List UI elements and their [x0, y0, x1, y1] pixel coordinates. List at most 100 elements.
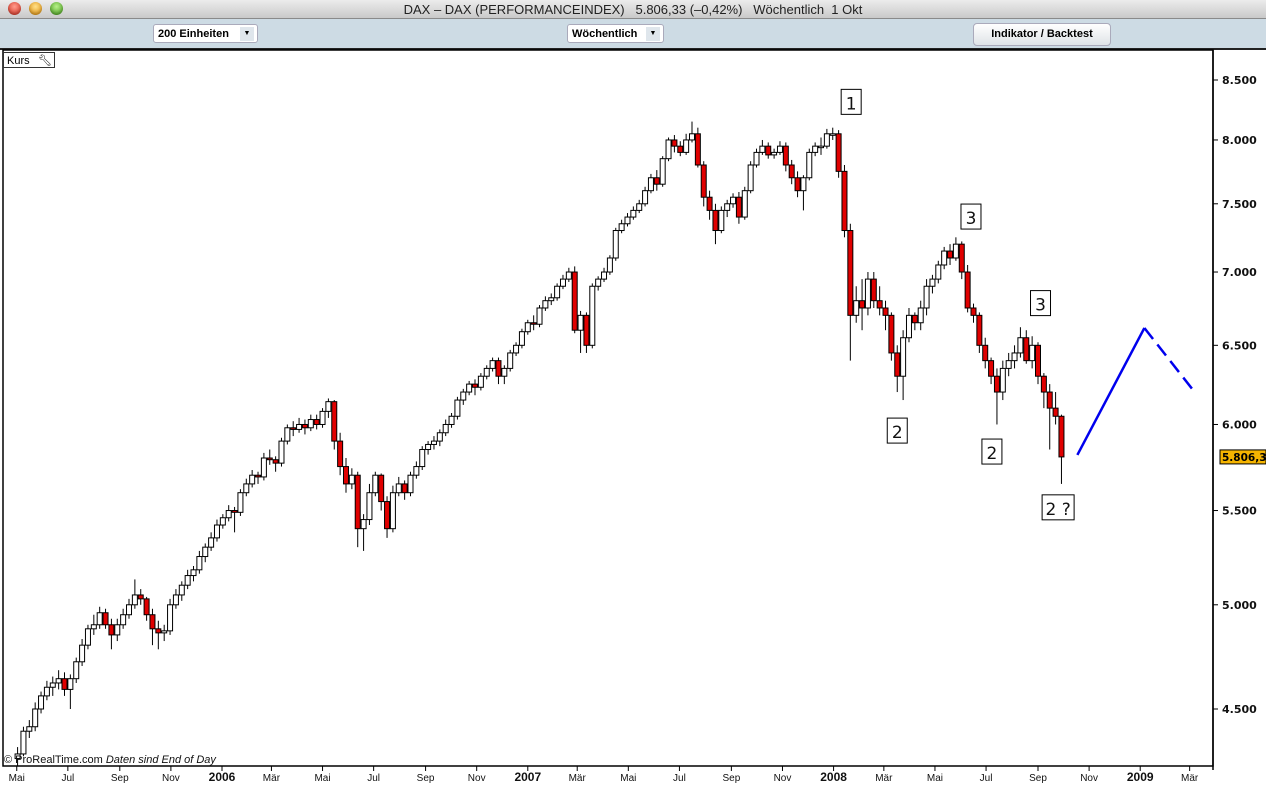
candle-body	[313, 419, 320, 425]
period-select-value: Wöchentlich	[572, 28, 638, 40]
candle-body	[1011, 352, 1018, 362]
candle-body	[413, 466, 420, 476]
candle-body	[266, 457, 273, 461]
candle	[730, 193, 737, 208]
indicator-backtest-button[interactable]: Indikator / Backtest	[973, 23, 1111, 46]
candle	[876, 286, 883, 316]
candle-body	[219, 517, 226, 526]
candle-body	[243, 483, 250, 494]
candle-body	[642, 190, 649, 205]
candle-body	[864, 278, 871, 309]
candle-body	[84, 628, 91, 646]
candle	[149, 608, 156, 646]
candle-body	[894, 352, 901, 377]
y-tick-label: 8.500	[1222, 74, 1257, 87]
candle	[348, 468, 355, 490]
candle-body	[96, 612, 103, 626]
candle-body	[548, 297, 555, 302]
last-price-label: 5.806,33	[1222, 452, 1266, 464]
units-select[interactable]: 200 Einheiten ▼	[153, 24, 258, 43]
candle	[542, 296, 549, 311]
candle-body	[389, 492, 396, 530]
wave-label: 3	[960, 203, 982, 230]
wave-label-text: 2	[987, 444, 998, 464]
candle-body	[794, 177, 801, 192]
toolbar: 200 Einheiten ▼ Wöchentlich ▼ Indikator …	[0, 19, 1266, 50]
candle	[325, 398, 332, 418]
candle-body	[155, 628, 162, 634]
candle-body	[688, 133, 695, 141]
candle-body	[472, 383, 479, 388]
candle	[747, 161, 754, 194]
candle	[1029, 336, 1036, 369]
zoom-window-button[interactable]	[50, 2, 63, 15]
candle-body	[888, 314, 895, 354]
candle-body	[460, 391, 467, 401]
candle-body	[1052, 407, 1059, 417]
candle	[988, 357, 995, 385]
candle	[559, 274, 566, 290]
candle-body	[530, 322, 537, 325]
candle	[337, 432, 344, 476]
candle	[864, 272, 871, 316]
candle-body	[1058, 415, 1065, 458]
candle-body	[149, 614, 156, 630]
candle-body	[518, 331, 525, 346]
candle-body	[947, 250, 954, 259]
candle-body	[806, 151, 813, 179]
period-select[interactable]: Wöchentlich ▼	[567, 24, 664, 43]
candle	[653, 170, 660, 191]
close-window-button[interactable]	[8, 2, 21, 15]
wave-label-text: 2	[892, 423, 903, 443]
candle-body	[993, 375, 1000, 393]
candle	[683, 133, 690, 155]
candle	[90, 614, 97, 635]
candle	[665, 137, 672, 162]
minimize-window-button[interactable]	[29, 2, 42, 15]
candle-body	[747, 164, 754, 192]
candle-body	[90, 624, 97, 630]
candle	[131, 579, 138, 609]
candle	[841, 164, 848, 238]
candle-body	[202, 546, 209, 558]
candle-body	[571, 271, 578, 331]
candle-body	[401, 483, 408, 494]
wrench-icon[interactable]: 🔧︎	[38, 55, 52, 67]
candle-body	[706, 196, 713, 211]
candle-body	[876, 300, 883, 309]
candle-body	[143, 598, 150, 616]
candle	[595, 276, 602, 291]
candle	[366, 483, 373, 526]
candle-body	[1023, 337, 1030, 362]
candle-body	[378, 474, 385, 503]
candle-body	[964, 271, 971, 309]
candle	[806, 148, 813, 181]
candle-body	[735, 196, 742, 218]
x-tick-label: Jul	[61, 773, 74, 784]
candle-body	[190, 569, 197, 577]
candle	[794, 171, 801, 198]
candle	[554, 283, 561, 301]
candle	[360, 514, 367, 551]
panel-label[interactable]: Kurs 🔧︎	[3, 52, 55, 68]
wave-label: 2	[981, 438, 1003, 465]
candle-body	[430, 440, 437, 445]
candle-body	[348, 474, 355, 485]
candle-body	[1017, 337, 1024, 354]
candle-body	[724, 203, 731, 211]
candle-body	[554, 285, 561, 299]
candle	[835, 130, 842, 178]
candle-body	[694, 133, 701, 166]
candle	[137, 589, 144, 605]
candle	[372, 471, 379, 497]
candle	[114, 618, 121, 642]
candle-body	[108, 624, 115, 636]
candle	[14, 747, 21, 766]
candle-body	[1046, 391, 1053, 409]
candle	[178, 581, 185, 601]
candle	[565, 267, 572, 282]
candle-body	[771, 151, 778, 156]
candle	[208, 532, 215, 551]
x-tick-label: Mai	[927, 773, 943, 784]
candle	[442, 419, 449, 437]
